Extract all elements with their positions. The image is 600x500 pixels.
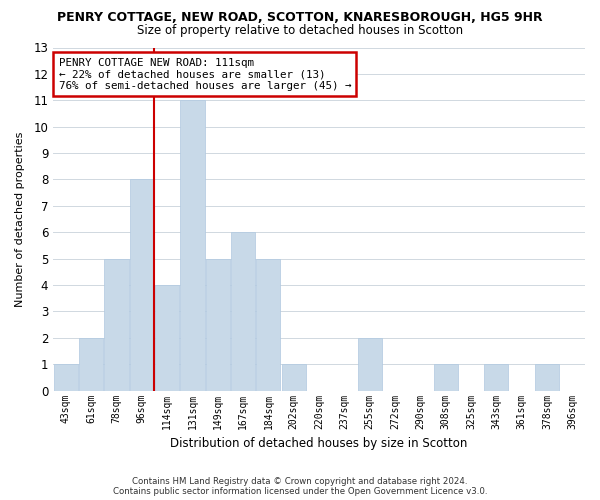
Bar <box>104 258 128 390</box>
Bar <box>79 338 103 390</box>
Bar <box>282 364 306 390</box>
Bar <box>256 258 280 390</box>
Bar <box>181 100 205 391</box>
Bar <box>535 364 559 390</box>
Bar <box>358 338 382 390</box>
Bar <box>484 364 508 390</box>
Bar <box>54 364 78 390</box>
Y-axis label: Number of detached properties: Number of detached properties <box>15 132 25 307</box>
X-axis label: Distribution of detached houses by size in Scotton: Distribution of detached houses by size … <box>170 437 468 450</box>
Bar <box>206 258 230 390</box>
Bar <box>434 364 458 390</box>
Bar <box>231 232 255 390</box>
Text: Contains HM Land Registry data © Crown copyright and database right 2024.
Contai: Contains HM Land Registry data © Crown c… <box>113 476 487 496</box>
Bar <box>155 285 179 391</box>
Text: PENRY COTTAGE NEW ROAD: 111sqm
← 22% of detached houses are smaller (13)
76% of : PENRY COTTAGE NEW ROAD: 111sqm ← 22% of … <box>59 58 351 91</box>
Bar <box>130 180 154 390</box>
Text: Size of property relative to detached houses in Scotton: Size of property relative to detached ho… <box>137 24 463 37</box>
Text: PENRY COTTAGE, NEW ROAD, SCOTTON, KNARESBOROUGH, HG5 9HR: PENRY COTTAGE, NEW ROAD, SCOTTON, KNARES… <box>57 11 543 24</box>
